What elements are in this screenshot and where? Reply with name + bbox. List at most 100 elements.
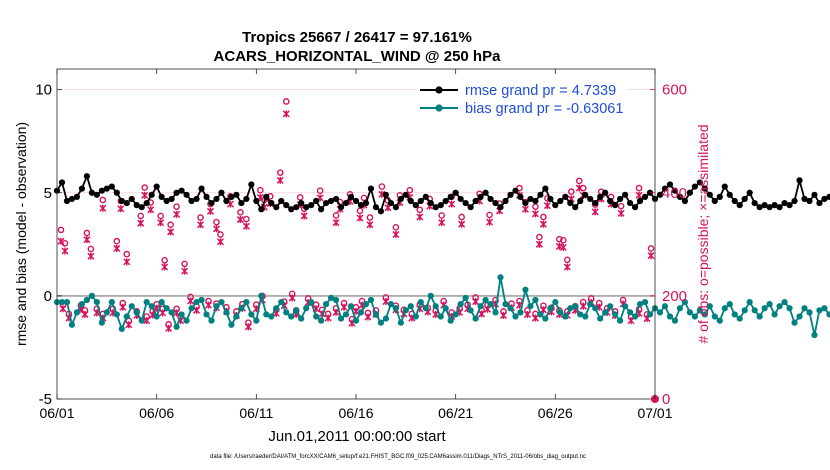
bias-point <box>113 311 120 318</box>
obs-assimilated-marker <box>242 222 250 230</box>
bias-point <box>273 305 280 312</box>
bias-point <box>412 313 419 320</box>
x-axis-label: Jun.01,2011 00:00:00 start <box>268 428 446 445</box>
rmse-point <box>367 185 375 192</box>
bias-point <box>547 305 554 312</box>
obs-assimilated-marker <box>499 311 508 319</box>
rmse-point <box>452 189 459 196</box>
bias-point <box>467 307 474 314</box>
bias-point <box>332 296 340 304</box>
rmse-point <box>228 193 235 200</box>
obs-possible-marker <box>113 237 121 245</box>
rmse-point <box>402 191 409 198</box>
bias-point <box>701 311 708 318</box>
rmse-point <box>168 195 175 203</box>
obs-assimilated-marker <box>543 202 551 210</box>
obs-possible-marker <box>276 169 284 176</box>
rmse-point <box>173 189 180 196</box>
bias-point <box>318 317 325 324</box>
bias-point <box>691 313 698 320</box>
rmse-point <box>303 204 310 211</box>
rmse-point <box>337 204 345 211</box>
obs-possible-marker <box>137 212 145 220</box>
rmse-point <box>183 191 190 198</box>
obs-assimilated-marker <box>276 176 284 184</box>
rmse-point <box>248 181 255 188</box>
obs-possible-marker <box>173 203 180 210</box>
rmse-point <box>517 193 524 200</box>
bias-point <box>721 305 728 312</box>
bias-point <box>437 313 444 320</box>
legend-bias-marker <box>435 104 443 112</box>
rmse-point <box>751 199 758 207</box>
obs-possible-marker <box>181 260 188 268</box>
rmse-point <box>283 202 290 209</box>
bias-point <box>671 317 679 324</box>
rmse-point <box>442 197 449 205</box>
bias-point <box>78 301 86 308</box>
obs-possible-marker <box>486 211 493 219</box>
bias-point <box>597 315 604 322</box>
rmse-point <box>661 185 669 192</box>
bias-point <box>238 305 245 312</box>
rmse-point <box>527 195 534 203</box>
rmse-point <box>462 199 469 207</box>
rmse-point <box>342 199 350 207</box>
rmse-point <box>602 189 609 196</box>
obs-possible-marker <box>406 186 414 194</box>
rmse-point <box>656 191 664 198</box>
bias-point <box>427 292 434 299</box>
bias-point <box>133 309 140 316</box>
rmse-point <box>253 197 260 205</box>
obs-assimilated-marker <box>356 214 364 222</box>
obs-possible-marker <box>316 187 324 194</box>
rmse-point <box>741 195 748 203</box>
rmse-point <box>686 189 693 196</box>
bias-point <box>457 301 464 308</box>
obs-assimilated-marker <box>137 219 145 227</box>
obs-assimilated-marker <box>147 206 155 214</box>
bias-point <box>118 325 125 332</box>
rmse-point <box>327 197 335 205</box>
obs-possible-marker <box>257 186 264 194</box>
rmse-point <box>542 185 549 192</box>
rmse-point <box>492 199 499 207</box>
obs-assimilated-marker <box>113 244 121 252</box>
rmse-point <box>268 199 275 207</box>
bias-point <box>183 317 190 324</box>
obs-possible-marker <box>392 223 400 231</box>
bias-point <box>622 303 629 310</box>
rmse-point <box>552 202 559 209</box>
obs-possible-marker <box>243 215 250 223</box>
y-left-tick-label: 5 <box>44 185 52 202</box>
bias-point <box>477 303 484 310</box>
bias-point <box>303 305 310 312</box>
rmse-point <box>163 197 170 205</box>
rmse-point <box>716 193 723 200</box>
rmse-point <box>666 181 674 188</box>
obs-possible-marker <box>123 250 131 258</box>
rmse-point <box>671 187 679 194</box>
y-left-tick-label: 10 <box>35 82 52 99</box>
bias-point <box>357 309 365 316</box>
rmse-point <box>188 197 195 205</box>
bias-point <box>73 309 81 316</box>
bias-point <box>218 298 225 306</box>
bias-point <box>771 311 778 318</box>
bias-point <box>98 319 105 326</box>
bias-point <box>626 309 634 316</box>
rmse-point <box>796 177 803 184</box>
rmse-point <box>178 187 185 194</box>
bias-point <box>487 301 494 308</box>
rmse-point <box>63 197 71 205</box>
rmse-point <box>726 191 733 198</box>
x-tick-label: 07/01 <box>637 405 672 421</box>
bias-point <box>313 313 320 320</box>
rmse-point <box>123 199 130 207</box>
rmse-point <box>821 195 828 203</box>
rmse-point <box>587 195 594 203</box>
bias-point <box>377 319 385 326</box>
bias-point <box>347 303 355 310</box>
rmse-point <box>582 191 589 198</box>
rmse-point <box>791 197 798 205</box>
